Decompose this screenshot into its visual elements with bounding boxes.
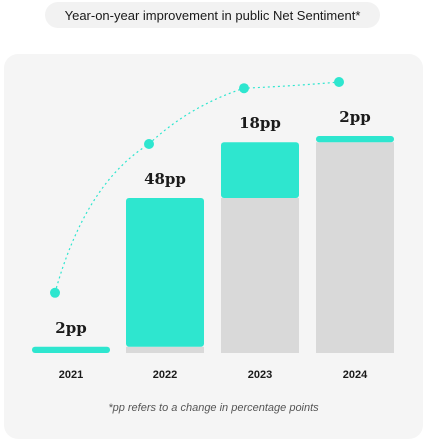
tick-label-2021: 2021 <box>59 369 83 381</box>
bar-increment-2024 <box>316 136 394 143</box>
bar-base-2024 <box>316 142 394 353</box>
data-label-2024: 2pp <box>339 108 370 126</box>
tick-label-2022: 2022 <box>153 369 177 381</box>
bar-increment-2022 <box>126 198 204 347</box>
bar-base-2023 <box>221 198 299 353</box>
trend-point-2021 <box>50 287 60 298</box>
data-label-2022: 48pp <box>144 170 186 188</box>
trend-point-2023 <box>239 83 249 94</box>
data-label-2021: 2pp <box>55 319 86 337</box>
chart-title: Year-on-year improvement in public Net S… <box>45 2 380 28</box>
footnote: *pp refers to a change in percentage poi… <box>108 402 319 414</box>
data-label-2023: 18pp <box>239 114 281 132</box>
tick-label-2024: 2024 <box>343 369 368 381</box>
trend-point-2022 <box>144 139 154 149</box>
bar-increment-2023 <box>221 142 299 198</box>
trend-line <box>54 81 340 293</box>
bar-base-2022 <box>126 346 204 353</box>
tick-label-2023: 2023 <box>248 369 272 381</box>
trend-point-2024 <box>334 77 344 87</box>
bar-increment-2021 <box>32 346 110 353</box>
